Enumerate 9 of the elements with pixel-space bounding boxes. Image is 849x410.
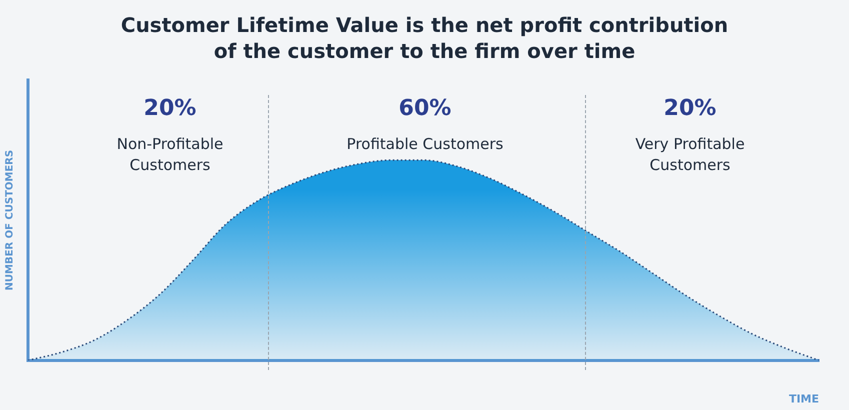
text: Profitable Customers	[346, 134, 504, 155]
annotation: Very Profitable Customers	[634, 134, 746, 176]
text: 20%	[662, 96, 718, 121]
text: 60%	[398, 96, 452, 121]
chart-title: Customer Lifetime Value is the net profit contribution of the customer to the firm over time	[120, 12, 730, 64]
x-axis-title: TIME	[788, 392, 819, 406]
annotation: Non-Profitable Customers	[116, 134, 224, 176]
text: 20%	[142, 96, 198, 121]
y-axis-title: NUMBER OF CUSTOMERS	[4, 150, 16, 290]
